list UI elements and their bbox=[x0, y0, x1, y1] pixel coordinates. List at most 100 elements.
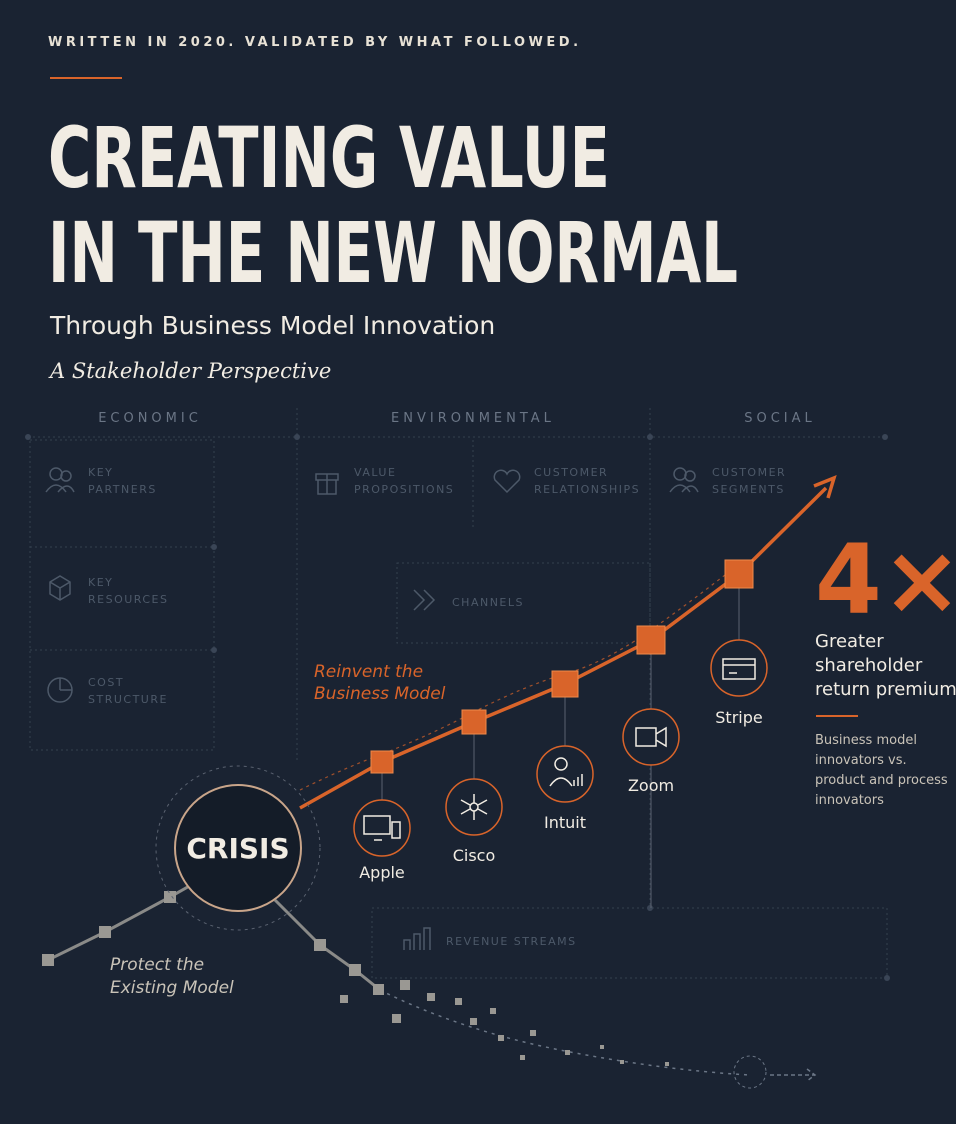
decoration bbox=[400, 980, 410, 990]
stat-label: Greater shareholder return premium bbox=[815, 631, 956, 700]
text-line: Existing Model bbox=[110, 978, 234, 998]
text-line: CHANNELS bbox=[452, 596, 524, 609]
block-icons bbox=[45, 467, 699, 950]
decoration bbox=[684, 470, 696, 482]
company-label: Stripe bbox=[715, 708, 762, 727]
block-label: KEY RESOURCES bbox=[88, 576, 169, 606]
decoration bbox=[455, 998, 462, 1005]
decoration bbox=[45, 484, 75, 493]
decoration bbox=[470, 1018, 477, 1025]
decoration bbox=[29, 439, 215, 751]
decoration bbox=[600, 1045, 604, 1049]
kicker: WRITTEN IN 2020. VALIDATED BY WHAT FOLLO… bbox=[48, 35, 582, 50]
text-line: REVENUE STREAMS bbox=[446, 935, 577, 948]
decoration bbox=[460, 794, 488, 820]
text-line: PROPOSITIONS bbox=[354, 483, 454, 496]
text-line: SEGMENTS bbox=[712, 483, 785, 496]
decoration bbox=[273, 898, 381, 992]
growth-path bbox=[299, 475, 837, 908]
decoration bbox=[710, 639, 768, 697]
decoration bbox=[520, 1055, 525, 1060]
decoration bbox=[882, 434, 888, 440]
decoration bbox=[373, 984, 384, 995]
text-line: shareholder bbox=[815, 655, 923, 676]
text-line: KEY bbox=[88, 576, 113, 589]
protect-label: Protect the Existing Model bbox=[110, 955, 234, 998]
decoration bbox=[294, 434, 300, 440]
decoration bbox=[565, 1050, 570, 1055]
title-line: IN THE NEW NORMAL bbox=[48, 204, 738, 302]
canvas-grid bbox=[25, 408, 890, 981]
stat-note: Business model innovators vs. product and … bbox=[815, 733, 948, 808]
company-nodes bbox=[353, 639, 768, 857]
decoration bbox=[379, 989, 751, 1076]
decoration bbox=[59, 678, 72, 691]
crisis-label: CRISIS bbox=[186, 832, 289, 865]
text-line: RELATIONSHIPS bbox=[534, 483, 640, 496]
decoration bbox=[884, 975, 890, 981]
decoration bbox=[636, 625, 666, 655]
decoration bbox=[42, 954, 54, 966]
block-label: REVENUE STREAMS bbox=[446, 935, 577, 948]
decoration bbox=[536, 745, 594, 803]
decoration bbox=[25, 434, 31, 440]
decoration bbox=[445, 778, 503, 836]
title-line: CREATING VALUE bbox=[48, 109, 610, 207]
decoration bbox=[498, 1035, 504, 1041]
text-line: Protect the bbox=[110, 955, 204, 975]
text-line: KEY bbox=[88, 466, 113, 479]
text-line: STRUCTURE bbox=[88, 693, 168, 706]
decoration bbox=[427, 993, 435, 1001]
block-label: CUSTOMER SEGMENTS bbox=[712, 466, 786, 496]
column-label: SOCIAL bbox=[744, 411, 816, 426]
text-line: Greater bbox=[815, 631, 884, 652]
decoration bbox=[490, 1008, 496, 1014]
decoration bbox=[42, 891, 669, 1066]
block-label: COST STRUCTURE bbox=[88, 676, 168, 706]
decoration bbox=[392, 1014, 401, 1023]
decoration bbox=[620, 1060, 624, 1064]
decoration bbox=[722, 658, 756, 680]
decoration bbox=[403, 927, 431, 950]
decoration bbox=[770, 1068, 817, 1082]
decoration bbox=[724, 559, 754, 589]
decoration bbox=[493, 469, 521, 494]
block-label: CHANNELS bbox=[452, 596, 524, 609]
decoration bbox=[211, 647, 217, 653]
decoration bbox=[647, 434, 653, 440]
block-label: KEY PARTNERS bbox=[88, 466, 157, 496]
decoration bbox=[314, 939, 326, 951]
column-label: ECONOMIC bbox=[98, 411, 202, 426]
decoration bbox=[530, 1030, 536, 1036]
text-line: CUSTOMER bbox=[712, 466, 786, 479]
decoration bbox=[370, 559, 754, 774]
decoration bbox=[164, 891, 176, 903]
decoration bbox=[461, 709, 487, 735]
crisis-node bbox=[155, 765, 321, 931]
decline-path bbox=[42, 878, 817, 1089]
text-line: product and process bbox=[815, 773, 948, 788]
text-line: PARTNERS bbox=[88, 483, 157, 496]
text-line: Business model bbox=[815, 733, 917, 748]
decoration bbox=[551, 670, 579, 698]
text-line: return premium bbox=[815, 679, 956, 700]
column-label: ENVIRONMENTAL bbox=[391, 411, 555, 426]
decoration bbox=[554, 757, 568, 771]
decoration bbox=[349, 964, 361, 976]
decoration bbox=[622, 708, 680, 766]
tagline: A Stakeholder Perspective bbox=[48, 359, 331, 383]
decoration bbox=[47, 878, 201, 962]
decoration bbox=[99, 926, 111, 938]
decoration bbox=[813, 475, 837, 499]
decoration bbox=[665, 1062, 669, 1066]
block-label: CUSTOMER RELATIONSHIPS bbox=[534, 466, 640, 496]
text-line: COST bbox=[88, 676, 124, 689]
stat-value: 4× bbox=[815, 524, 956, 636]
decoration bbox=[413, 589, 436, 611]
decoration bbox=[174, 784, 302, 912]
subtitle: Through Business Model Innovation bbox=[49, 311, 495, 340]
decoration bbox=[363, 815, 401, 841]
decoration bbox=[549, 774, 583, 787]
